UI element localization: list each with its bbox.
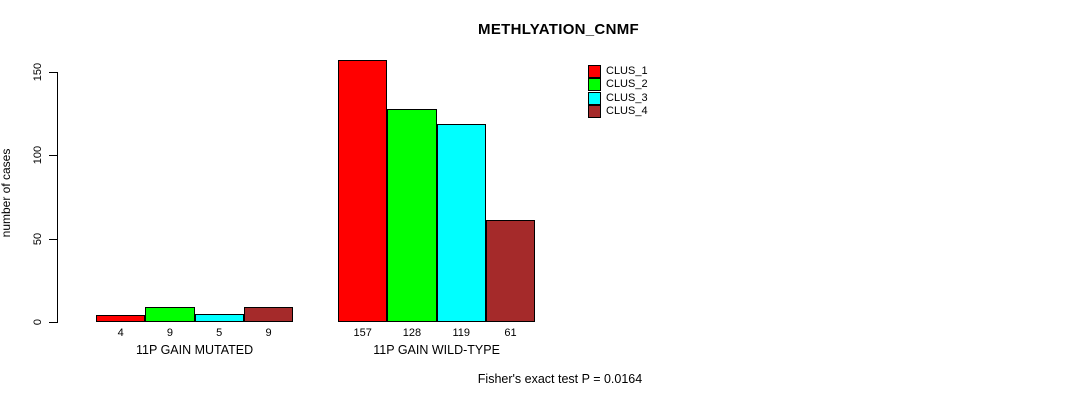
y-axis-tick-label: 150 — [32, 62, 44, 82]
bar-value-label: 9 — [265, 327, 272, 339]
bar-value-label: 4 — [117, 327, 124, 339]
bar-value-label: 9 — [166, 327, 173, 339]
legend-label: CLUS_3 — [606, 91, 648, 104]
bar-clus_4-group1 — [243, 307, 294, 322]
bar-value-label: 61 — [504, 327, 517, 339]
y-axis-line — [57, 72, 58, 323]
bar-clus_1-group2 — [338, 60, 388, 322]
y-axis-tick-label: 0 — [32, 318, 44, 326]
annotation-text: Fisher's exact test P = 0.0164 — [477, 372, 643, 386]
bar-value-label: 119 — [452, 327, 471, 339]
x-group-label: 11P GAIN WILD-TYPE — [373, 343, 500, 357]
y-axis-tick — [49, 238, 57, 240]
legend-label: CLUS_2 — [606, 78, 648, 91]
bar-value-label: 157 — [353, 327, 372, 339]
legend-swatch-icon — [588, 91, 601, 105]
bar-clus_4-group2 — [485, 220, 536, 322]
y-axis-tick — [49, 322, 57, 323]
bar-value-label: 128 — [402, 327, 422, 339]
legend-swatch-icon — [588, 78, 601, 92]
bar-clus_1-group1 — [96, 315, 146, 322]
x-group-label: 11P GAIN MUTATED — [136, 343, 254, 357]
bar-clus_3-group2 — [436, 123, 486, 322]
bar-clus_2-group2 — [387, 108, 437, 322]
y-axis-label: number of cases — [0, 148, 13, 238]
bar-value-label: 5 — [216, 327, 223, 339]
y-axis-tick — [49, 72, 57, 73]
legend-label: CLUS_4 — [606, 104, 648, 117]
bar-clus_2-group1 — [145, 307, 195, 322]
y-axis-tick — [49, 155, 57, 157]
legend-swatch-icon — [588, 104, 601, 118]
y-axis-tick-label: 100 — [32, 146, 44, 165]
legend-label: CLUS_1 — [606, 65, 648, 77]
chart-title: METHLYATION_CNMF — [478, 21, 639, 38]
legend-swatch-icon — [588, 65, 601, 78]
bar-clus_3-group1 — [194, 313, 244, 322]
y-axis-tick-label: 50 — [32, 232, 44, 245]
